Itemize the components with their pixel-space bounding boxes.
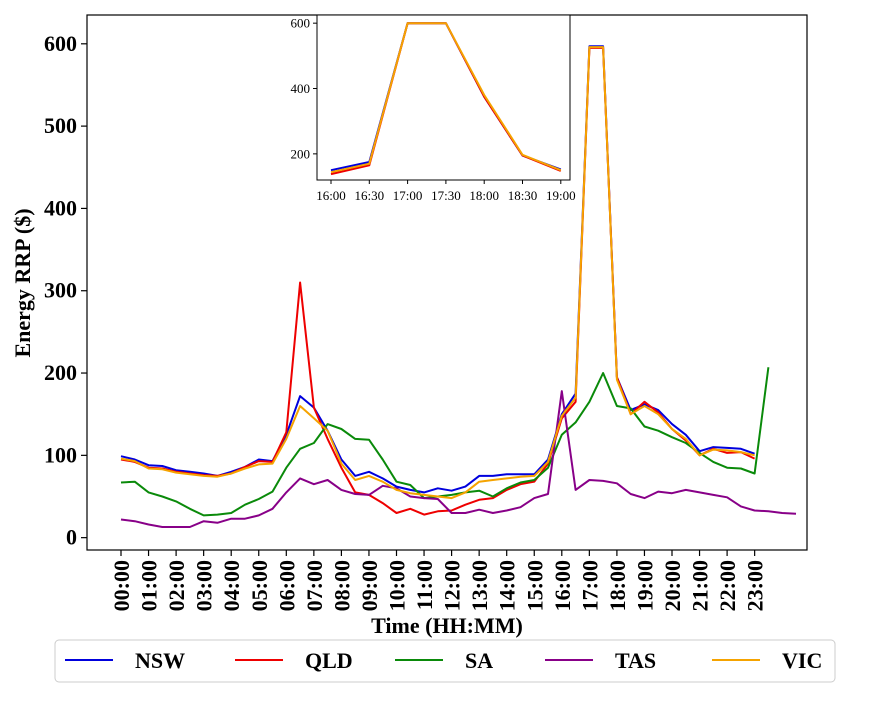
x-tick-label: 12:00 xyxy=(440,560,465,611)
inset-frame xyxy=(316,14,571,181)
inset-background xyxy=(317,15,570,180)
x-tick-label: 07:00 xyxy=(302,560,327,611)
y-axis-title: Energy RRP ($) xyxy=(10,208,35,357)
x-tick-label: 06:00 xyxy=(274,560,299,611)
inset-series-line-vic xyxy=(330,22,562,174)
x-tick-label: 02:00 xyxy=(164,560,189,611)
inset-x-tick-label: 17:30 xyxy=(431,188,461,203)
x-tick-label: 10:00 xyxy=(385,560,410,611)
x-tick-label: 04:00 xyxy=(219,560,244,611)
inset-y-ticks: 200 400 600 xyxy=(291,16,317,161)
inset-x-tick-label: 17:00 xyxy=(393,188,423,203)
main-y-ticks: 0 100 200 300 400 500 600 xyxy=(44,31,87,550)
main-x-ticks: 00:00 01:00 02:00 03:00 04:00 05:00 06:00 07:00… xyxy=(109,550,768,611)
legend-label-sa: SA xyxy=(465,648,493,673)
x-tick-label: 00:00 xyxy=(109,560,134,611)
y-tick-label: 200 xyxy=(44,360,77,385)
y-tick-label: 500 xyxy=(44,113,77,138)
inset-x-tick-label: 18:30 xyxy=(508,188,538,203)
inset-y-tick-label: 600 xyxy=(291,16,311,31)
x-tick-label: 05:00 xyxy=(247,560,272,611)
inset-y-tick-label: 200 xyxy=(291,146,311,161)
x-tick-label: 18:00 xyxy=(605,560,630,611)
x-tick-label: 16:00 xyxy=(550,560,575,611)
x-tick-label: 19:00 xyxy=(632,560,657,611)
legend: NSW QLD SA TAS VIC xyxy=(65,648,822,673)
x-tick-label: 08:00 xyxy=(329,560,354,611)
x-tick-label: 01:00 xyxy=(137,560,162,611)
x-tick-label: 14:00 xyxy=(495,560,520,611)
x-tick-label: 23:00 xyxy=(743,560,768,611)
x-tick-label: 15:00 xyxy=(522,560,547,611)
inset-x-ticks: 16:00 16:30 17:00 17:30 18:00 18:30 19:00 xyxy=(316,180,576,203)
legend-box xyxy=(54,639,836,683)
inset-x-tick-label: 18:00 xyxy=(469,188,499,203)
y-tick-label: 300 xyxy=(44,278,77,303)
inset-series-lines xyxy=(330,22,562,176)
x-tick-label: 11:00 xyxy=(412,560,437,610)
main-series-lines xyxy=(120,45,797,528)
x-tick-label: 17:00 xyxy=(577,560,602,611)
legend-label-qld: QLD xyxy=(305,648,353,673)
legend-label-vic: VIC xyxy=(782,648,822,673)
inset-x-tick-label: 16:00 xyxy=(316,188,346,203)
inset-y-tick-label: 400 xyxy=(291,81,311,96)
x-tick-label: 22:00 xyxy=(715,560,740,611)
x-tick-label: 21:00 xyxy=(688,560,713,611)
x-tick-label: 09:00 xyxy=(357,560,382,611)
inset-x-tick-label: 19:00 xyxy=(546,188,576,203)
x-axis-title: Time (HH:MM) xyxy=(371,613,523,638)
legend-label-tas: TAS xyxy=(615,648,656,673)
inset-x-tick-label: 16:30 xyxy=(354,188,384,203)
legend-label-nsw: NSW xyxy=(135,648,185,673)
y-tick-label: 100 xyxy=(44,442,77,467)
x-tick-label: 03:00 xyxy=(192,560,217,611)
y-tick-label: 400 xyxy=(44,195,77,220)
series-line-vic xyxy=(120,46,755,500)
series-line-tas xyxy=(120,390,797,528)
x-tick-label: 20:00 xyxy=(660,560,685,611)
y-tick-label: 0 xyxy=(66,525,77,550)
series-line-sa xyxy=(120,367,770,517)
y-tick-label: 600 xyxy=(44,31,77,56)
x-tick-label: 13:00 xyxy=(467,560,492,611)
